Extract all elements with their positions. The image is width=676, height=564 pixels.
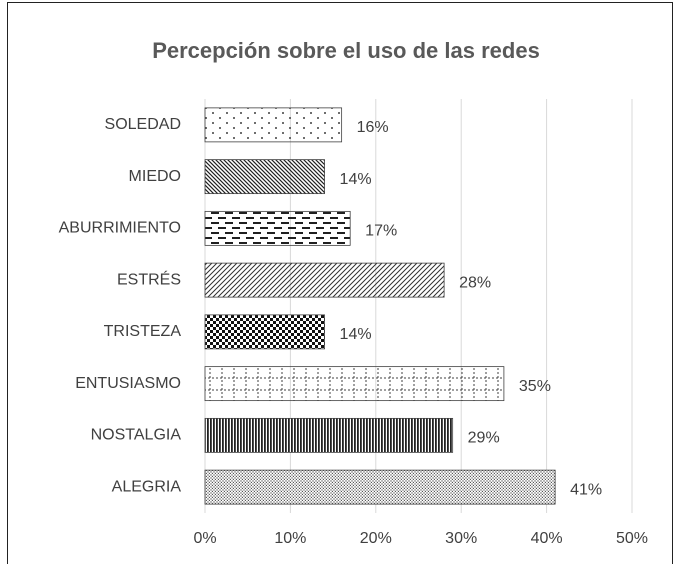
bar bbox=[204, 159, 325, 195]
chart-border bbox=[7, 2, 673, 564]
bar bbox=[204, 366, 505, 402]
y-tick-label: NOSTALGIA bbox=[91, 427, 182, 444]
bar bbox=[204, 107, 343, 143]
bar bbox=[204, 417, 454, 453]
x-tick-label: 0% bbox=[193, 530, 216, 547]
y-tick-label: ENTUSIASMO bbox=[75, 375, 181, 392]
bar bbox=[204, 469, 556, 505]
bar bbox=[204, 262, 445, 298]
x-tick-label: 50% bbox=[616, 530, 648, 547]
y-tick-label: ESTRÉS bbox=[117, 269, 181, 288]
y-tick-label: TRISTEZA bbox=[104, 323, 182, 340]
x-tick-label: 40% bbox=[531, 530, 563, 547]
data-label: 28% bbox=[459, 274, 491, 291]
bar bbox=[204, 314, 325, 350]
data-label: 41% bbox=[570, 481, 602, 498]
data-label: 35% bbox=[519, 378, 551, 395]
x-tick-label: 30% bbox=[445, 530, 477, 547]
y-tick-label: SOLEDAD bbox=[105, 116, 181, 133]
data-label: 29% bbox=[468, 430, 500, 447]
chart-title: Percepción sobre el uso de las redes bbox=[152, 38, 540, 63]
bar bbox=[204, 210, 351, 246]
x-tick-label: 20% bbox=[360, 530, 392, 547]
data-label: 17% bbox=[365, 223, 397, 240]
data-label: 16% bbox=[357, 119, 389, 136]
y-tick-label: ABURRIMIENTO bbox=[59, 220, 181, 237]
y-tick-label: MIEDO bbox=[129, 168, 181, 185]
y-tick-label: ALEGRIA bbox=[112, 478, 182, 495]
x-tick-label: 10% bbox=[274, 530, 306, 547]
data-label: 14% bbox=[340, 326, 372, 343]
data-label: 14% bbox=[340, 171, 372, 188]
